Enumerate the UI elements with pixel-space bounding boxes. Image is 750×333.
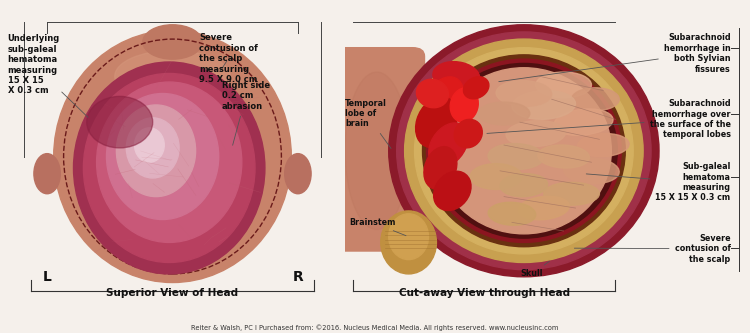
Ellipse shape: [450, 88, 478, 122]
Ellipse shape: [454, 119, 482, 148]
Ellipse shape: [54, 31, 291, 282]
Ellipse shape: [74, 62, 265, 274]
Ellipse shape: [564, 158, 620, 184]
Ellipse shape: [436, 68, 611, 234]
Text: Subarachnoid
hemorrhage in
both Sylvian
fissures: Subarachnoid hemorrhage in both Sylvian …: [499, 33, 730, 82]
Ellipse shape: [430, 64, 617, 238]
Text: Superior View of Head: Superior View of Head: [106, 288, 238, 298]
Ellipse shape: [126, 118, 179, 178]
Text: Severe
contusion of
the scalp
measuring
9.5 X 9.0 cm: Severe contusion of the scalp measuring …: [199, 33, 258, 84]
Ellipse shape: [538, 145, 590, 168]
Ellipse shape: [512, 91, 575, 119]
Ellipse shape: [345, 72, 409, 229]
Ellipse shape: [518, 196, 569, 220]
Ellipse shape: [142, 25, 202, 59]
Ellipse shape: [496, 81, 552, 107]
FancyBboxPatch shape: [333, 48, 424, 251]
Ellipse shape: [429, 123, 468, 167]
Text: Skull: Skull: [520, 261, 550, 278]
Ellipse shape: [544, 182, 599, 205]
Ellipse shape: [424, 147, 457, 189]
Ellipse shape: [425, 77, 464, 122]
Ellipse shape: [388, 214, 428, 260]
Ellipse shape: [285, 154, 311, 194]
Ellipse shape: [470, 164, 522, 189]
Ellipse shape: [388, 25, 659, 277]
Ellipse shape: [115, 51, 230, 102]
Ellipse shape: [106, 94, 219, 219]
Text: Temporal
lobe of
brain: Temporal lobe of brain: [345, 99, 391, 149]
Ellipse shape: [464, 77, 489, 99]
Text: Right side
0.2 cm
abrasion: Right side 0.2 cm abrasion: [222, 81, 270, 145]
Ellipse shape: [416, 97, 458, 148]
Ellipse shape: [397, 32, 651, 270]
Ellipse shape: [97, 82, 242, 242]
Ellipse shape: [415, 48, 633, 254]
Ellipse shape: [422, 55, 626, 247]
Ellipse shape: [83, 74, 255, 262]
Text: R: R: [292, 270, 303, 284]
Text: Severe
contusion of
the scalp: Severe contusion of the scalp: [574, 234, 730, 264]
Ellipse shape: [578, 134, 629, 157]
Ellipse shape: [405, 39, 643, 262]
Ellipse shape: [116, 105, 196, 196]
Ellipse shape: [433, 171, 471, 210]
Ellipse shape: [572, 88, 620, 111]
Text: Subarachnoid
hemorrhage over
the surface of the
temporal lobes: Subarachnoid hemorrhage over the surface…: [487, 99, 730, 140]
Text: Sub-galeal
hematoma
measuring
15 X 15 X 0.3 cm: Sub-galeal hematoma measuring 15 X 15 X …: [586, 162, 730, 202]
Ellipse shape: [134, 128, 164, 162]
Ellipse shape: [478, 102, 530, 125]
Ellipse shape: [87, 96, 153, 148]
Ellipse shape: [416, 79, 448, 108]
Ellipse shape: [427, 59, 621, 242]
Text: Reiter & Walsh, PC I Purchased from: ©2016. Nucleus Medical Media. All rights re: Reiter & Walsh, PC I Purchased from: ©20…: [191, 325, 559, 331]
Text: Underlying
sub-galeal
hematoma
measuring
15 X 15
X 0.3 cm: Underlying sub-galeal hematoma measuring…: [8, 34, 88, 117]
Text: Cut-away View through Head: Cut-away View through Head: [398, 288, 570, 298]
Ellipse shape: [554, 109, 613, 136]
Ellipse shape: [536, 72, 592, 98]
Text: L: L: [43, 270, 52, 284]
Ellipse shape: [34, 154, 60, 194]
Ellipse shape: [488, 202, 536, 225]
Ellipse shape: [381, 211, 436, 274]
Ellipse shape: [506, 121, 566, 147]
Ellipse shape: [500, 173, 548, 197]
Text: Brainstem: Brainstem: [349, 218, 406, 236]
Ellipse shape: [433, 62, 480, 91]
Ellipse shape: [488, 144, 544, 169]
